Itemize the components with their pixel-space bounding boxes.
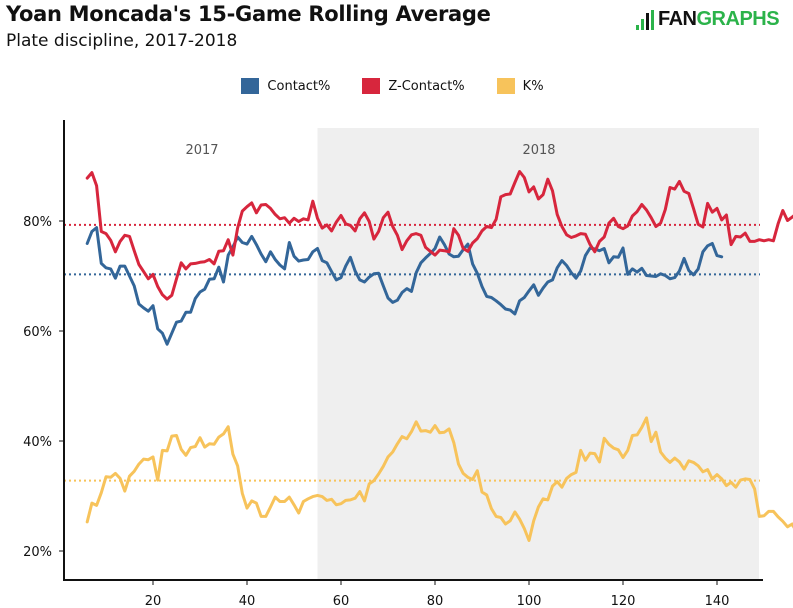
y-tick-label: 80% bbox=[23, 215, 52, 230]
x-tick-label: 120 bbox=[611, 594, 636, 608]
season-label-2018: 2018 bbox=[522, 143, 555, 158]
legend-label-zcontact: Z-Contact% bbox=[388, 78, 465, 94]
legend-label-k: K% bbox=[522, 78, 544, 94]
legend-item-contact[interactable]: Contact% bbox=[241, 78, 330, 94]
legend-swatch-k bbox=[496, 78, 515, 94]
logo-text-fan: FAN bbox=[658, 8, 697, 30]
x-tick-label: 80 bbox=[427, 594, 444, 608]
series-line-k bbox=[85, 416, 793, 542]
chart-subtitle: Plate discipline, 2017-2018 bbox=[6, 31, 238, 51]
legend-swatch-zcontact bbox=[362, 78, 381, 94]
chart-title: Yoan Moncada's 15-Game Rolling Average bbox=[6, 2, 491, 26]
series-line-contact bbox=[85, 226, 724, 346]
legend-label-contact: Contact% bbox=[267, 78, 331, 94]
fangraphs-logo[interactable]: FAN GRAPHS bbox=[636, 8, 780, 31]
x-tick-label: 100 bbox=[517, 594, 542, 608]
chart-legend: Contact% Z-Contact% K% bbox=[0, 78, 793, 94]
logo-bars-icon bbox=[636, 9, 656, 30]
legend-swatch-contact bbox=[241, 78, 260, 94]
y-tick-label: 60% bbox=[23, 325, 52, 340]
season-label-2017: 2017 bbox=[185, 143, 218, 158]
x-tick-label: 60 bbox=[333, 594, 350, 608]
legend-item-k[interactable]: K% bbox=[496, 78, 544, 94]
x-tick-label: 40 bbox=[239, 594, 256, 608]
y-tick-label: 40% bbox=[23, 435, 52, 450]
x-tick-label: 20 bbox=[145, 594, 162, 608]
legend-item-zcontact[interactable]: Z-Contact% bbox=[362, 78, 465, 94]
logo-text-graphs: GRAPHS bbox=[696, 8, 780, 30]
series-line-zcontact bbox=[85, 170, 793, 301]
x-tick-label: 140 bbox=[705, 594, 730, 608]
y-tick-label: 20% bbox=[23, 545, 52, 560]
